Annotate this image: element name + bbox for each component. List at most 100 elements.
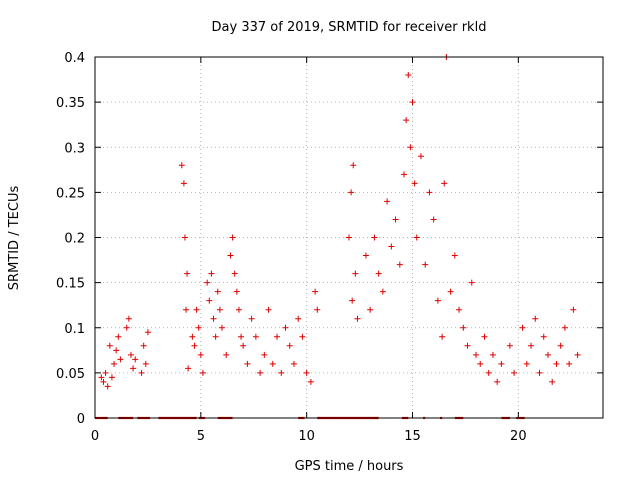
data-point xyxy=(140,342,147,349)
data-point xyxy=(117,356,124,363)
data-point xyxy=(180,180,187,187)
data-point xyxy=(138,369,145,376)
data-point xyxy=(349,297,356,304)
data-point xyxy=(523,360,530,367)
data-point xyxy=(123,324,130,331)
data-point xyxy=(104,383,111,390)
data-point xyxy=(434,297,441,304)
data-point xyxy=(184,270,191,277)
data-point xyxy=(235,306,242,313)
data-point xyxy=(274,333,281,340)
data-point xyxy=(346,234,352,241)
data-point xyxy=(233,288,240,295)
data-point xyxy=(473,351,479,358)
data-point xyxy=(407,144,414,151)
data-point xyxy=(195,324,202,331)
data-point xyxy=(257,369,264,376)
data-point xyxy=(477,360,484,367)
data-point xyxy=(178,162,185,169)
data-point xyxy=(183,306,190,313)
data-point xyxy=(269,360,276,367)
data-point xyxy=(189,333,196,340)
data-point xyxy=(199,369,206,376)
data-point xyxy=(216,306,223,313)
data-point xyxy=(113,347,120,354)
data-point xyxy=(212,333,219,340)
data-point xyxy=(561,324,568,331)
data-point xyxy=(511,369,518,376)
data-point xyxy=(125,315,132,322)
data-point xyxy=(181,234,188,241)
data-point xyxy=(417,153,424,160)
y-tick-label: 0.3 xyxy=(64,141,85,156)
data-point xyxy=(439,333,446,340)
data-point xyxy=(229,234,236,241)
data-point xyxy=(290,360,297,367)
data-point xyxy=(375,270,382,277)
y-tick-label: 0.2 xyxy=(64,232,85,247)
data-point xyxy=(411,180,418,187)
y-tick-label: 0.15 xyxy=(56,277,85,292)
data-point xyxy=(540,333,547,340)
data-point xyxy=(553,360,560,367)
data-point xyxy=(557,342,564,349)
data-point xyxy=(405,72,412,79)
x-axis-label: GPS time / hours xyxy=(295,459,404,474)
data-point xyxy=(498,360,505,367)
data-point xyxy=(494,378,501,385)
data-point xyxy=(108,374,115,381)
data-point xyxy=(506,342,513,349)
y-axis-label: SRMTID / TECUs xyxy=(7,186,22,291)
grid xyxy=(95,57,603,418)
data-point xyxy=(214,288,221,295)
data-point xyxy=(566,360,573,367)
data-point xyxy=(403,117,410,124)
data-point xyxy=(485,369,492,376)
data-point xyxy=(111,360,118,367)
data-point xyxy=(191,342,198,349)
data-point xyxy=(261,351,268,358)
data-point xyxy=(197,351,204,358)
data-point xyxy=(422,261,429,268)
data-point xyxy=(185,365,192,372)
data-point xyxy=(127,351,134,358)
data-point xyxy=(278,369,285,376)
y-tick-label: 0.05 xyxy=(56,367,85,382)
data-point xyxy=(379,288,386,295)
data-point xyxy=(456,306,463,313)
x-tick-label: 0 xyxy=(91,429,99,444)
y-tick-label: 0.25 xyxy=(56,186,85,201)
data-point xyxy=(413,234,420,241)
data-point xyxy=(231,270,238,277)
data-point xyxy=(210,315,217,322)
data-point xyxy=(144,329,151,336)
data-point xyxy=(348,189,355,196)
data-point xyxy=(352,270,359,277)
data-point xyxy=(227,252,234,259)
data-point xyxy=(574,351,581,358)
data-point xyxy=(286,342,293,349)
data-point xyxy=(409,99,416,106)
chart-title: Day 337 of 2019, SRMTID for receiver rkl… xyxy=(212,20,487,35)
data-point xyxy=(142,360,149,367)
data-point xyxy=(426,189,433,196)
data-point xyxy=(115,333,122,340)
data-point xyxy=(238,333,245,340)
data-point xyxy=(481,333,488,340)
y-tick-label: 0.1 xyxy=(64,322,85,337)
data-point xyxy=(392,216,399,223)
data-point xyxy=(100,378,107,385)
y-tick-label: 0.35 xyxy=(56,96,85,111)
axis-ticks: 0 5 10 15 20 0 0.05 0.1 0.15 0.2 0.25 0.3 0.35 0.4 xyxy=(56,51,603,444)
data-point xyxy=(248,315,255,322)
data-point xyxy=(430,216,437,223)
data-point xyxy=(544,351,551,358)
data-point xyxy=(401,171,408,178)
x-tick-label: 15 xyxy=(404,429,421,444)
data-point xyxy=(282,324,289,331)
data-point xyxy=(451,252,458,259)
data-point xyxy=(208,270,215,277)
data-point xyxy=(519,324,526,331)
data-point xyxy=(468,279,475,286)
